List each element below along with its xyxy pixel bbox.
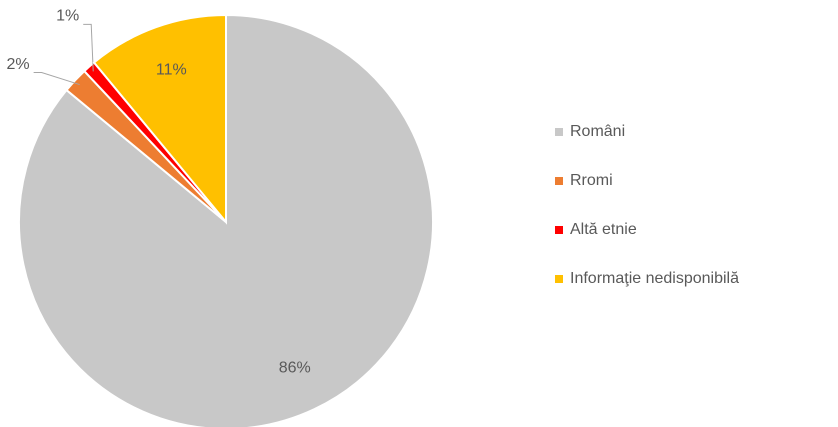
legend-swatch — [555, 275, 563, 283]
legend-label: Rromi — [570, 172, 613, 189]
data-label: 86% — [279, 359, 311, 376]
data-label: 11% — [156, 61, 187, 78]
leader-line — [83, 23, 94, 72]
legend-label: Informaţie nedisponibilă — [570, 270, 739, 287]
pie-slice — [92, 13, 227, 225]
data-label: 2% — [7, 56, 30, 73]
leader-line — [33, 72, 80, 86]
legend-swatch — [555, 226, 563, 234]
data-label: 1% — [56, 8, 79, 25]
legend-swatch — [555, 128, 563, 136]
pie-slice — [18, 13, 434, 427]
legend-swatch — [555, 177, 563, 185]
legend-label: Altă etnie — [570, 221, 637, 238]
legend-label: Români — [570, 123, 625, 140]
